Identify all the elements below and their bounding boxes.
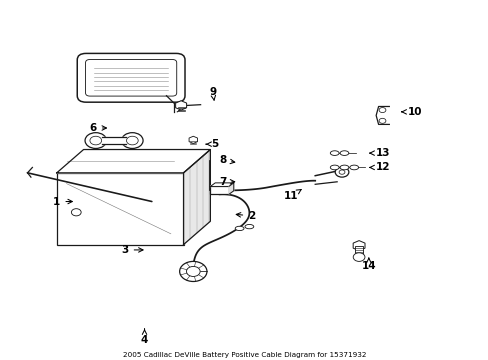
Text: 3: 3 xyxy=(121,245,143,255)
Text: 6: 6 xyxy=(89,123,106,133)
Ellipse shape xyxy=(330,165,338,170)
Ellipse shape xyxy=(339,165,348,170)
FancyBboxPatch shape xyxy=(77,53,184,102)
Polygon shape xyxy=(57,149,210,173)
Text: 11: 11 xyxy=(283,189,301,201)
Ellipse shape xyxy=(339,151,348,156)
Text: 10: 10 xyxy=(401,107,422,117)
Ellipse shape xyxy=(330,151,338,156)
Ellipse shape xyxy=(235,226,244,230)
Circle shape xyxy=(378,118,385,123)
Text: 14: 14 xyxy=(361,258,375,271)
Circle shape xyxy=(71,209,81,216)
Circle shape xyxy=(352,253,364,261)
Bar xyxy=(354,246,362,253)
Text: 7: 7 xyxy=(219,177,234,187)
Text: 9: 9 xyxy=(209,87,216,100)
Circle shape xyxy=(126,136,138,145)
Circle shape xyxy=(85,133,106,148)
Text: 5: 5 xyxy=(205,139,219,149)
Text: 12: 12 xyxy=(369,162,390,172)
Text: 2: 2 xyxy=(236,211,255,221)
Circle shape xyxy=(338,170,344,174)
Circle shape xyxy=(179,261,206,282)
Bar xyxy=(210,186,228,194)
Text: 8: 8 xyxy=(219,155,234,165)
Polygon shape xyxy=(210,183,233,186)
Circle shape xyxy=(90,136,102,145)
Text: 1: 1 xyxy=(53,197,72,207)
Text: 13: 13 xyxy=(369,148,390,158)
Text: 4: 4 xyxy=(141,329,148,345)
Ellipse shape xyxy=(349,165,358,170)
Circle shape xyxy=(122,133,143,148)
Text: 2005 Cadillac DeVille Battery Positive Cable Diagram for 15371932: 2005 Cadillac DeVille Battery Positive C… xyxy=(122,351,366,357)
Ellipse shape xyxy=(244,225,253,229)
Polygon shape xyxy=(228,183,233,194)
Circle shape xyxy=(378,108,385,113)
Circle shape xyxy=(186,266,200,276)
Polygon shape xyxy=(183,149,210,244)
Circle shape xyxy=(334,167,348,177)
Bar xyxy=(57,173,183,244)
